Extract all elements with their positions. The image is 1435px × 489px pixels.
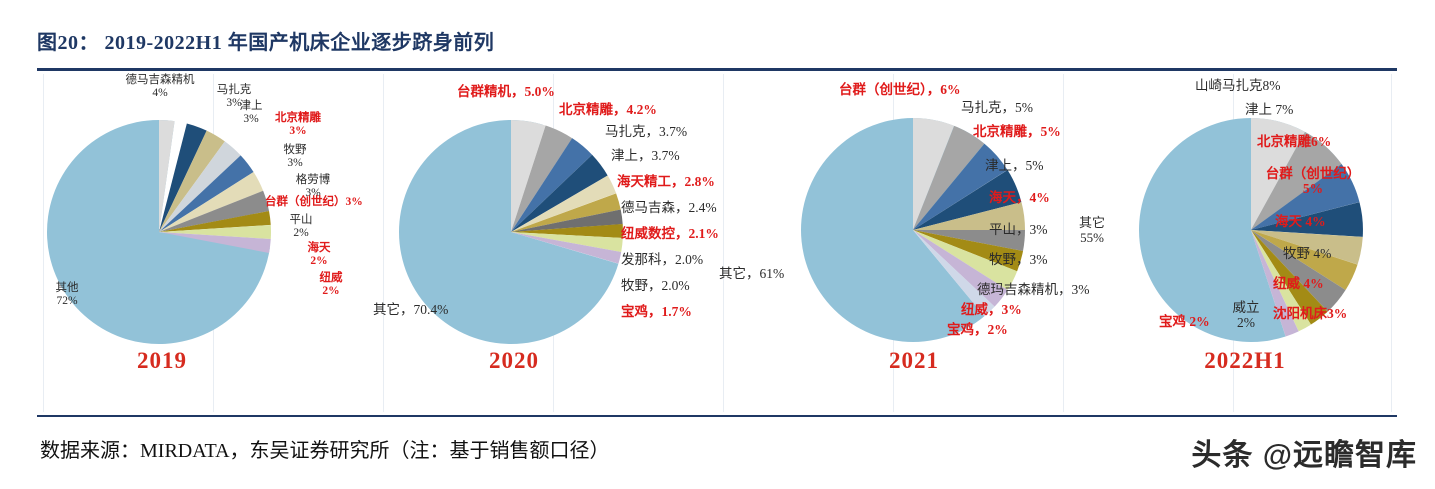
label-2020-fanuc: 发那科，2.0% xyxy=(621,252,704,267)
year-label-2020: 2020 xyxy=(489,348,539,373)
watermark-logo: 头条 @远瞻智库 xyxy=(1191,439,1417,472)
label-2021-other: 其它，61% xyxy=(719,266,785,281)
label-2020-mazak: 马扎克，3.7% xyxy=(605,124,688,139)
charts-container: 德马吉森精机 4% 马扎克 3% 津上 3% 北京精雕 3% 牧野 3% 格劳博… xyxy=(37,74,1397,412)
pie-svg-2020 xyxy=(399,120,623,344)
label-2019-mazak: 马扎克 3% xyxy=(216,84,252,109)
label-2019-grob: 格劳博 3% xyxy=(295,174,331,199)
label-2019-pingshan: 平山 2% xyxy=(289,214,313,239)
label-2020-taiqun: 台群精机，5.0% xyxy=(457,84,555,99)
label-2021-bjjd: 北京精雕，5% xyxy=(973,124,1061,139)
label-2019-neiwei: 纽威 2% xyxy=(319,272,343,297)
label-2022h1-weili: 威立 2% xyxy=(1232,300,1260,331)
pie-svg-2022h1 xyxy=(1139,118,1363,342)
label-2019-haitian: 海天 2% xyxy=(307,242,331,267)
label-2021-dmg: 德玛吉森精机，3% xyxy=(977,282,1090,297)
label-2019-other: 其他 72% xyxy=(55,282,79,307)
label-2020-bjjd: 北京精雕，4.2% xyxy=(559,102,657,117)
title-divider-top xyxy=(37,68,1397,71)
footer-divider xyxy=(37,415,1397,417)
label-2022h1-makino: 牧野 4% xyxy=(1283,246,1332,261)
label-2022h1-haitian: 海天 4% xyxy=(1275,214,1326,229)
pie-chart-2022h1 xyxy=(1139,108,1363,342)
label-2021-baoji: 宝鸡，2% xyxy=(947,322,1008,337)
source-note: 数据来源：MIRDATA，东吴证券研究所（注：基于销售额口径） xyxy=(40,440,610,462)
pie-chart-2019 xyxy=(47,110,271,344)
label-2021-neiwei: 纽威，3% xyxy=(961,302,1022,317)
label-2022h1-syjc: 沈阳机床3% xyxy=(1273,306,1348,321)
label-2020-baoji: 宝鸡，1.7% xyxy=(621,304,692,319)
label-2020-neiwei: 纽威数控，2.1% xyxy=(621,226,719,241)
label-2022h1-mazak: 山崎马扎克8% xyxy=(1195,78,1281,93)
label-2022h1-neiwei: 纽威 4% xyxy=(1273,276,1324,291)
label-2021-tsugami: 津上，5% xyxy=(985,158,1044,173)
year-label-2019: 2019 xyxy=(137,348,187,373)
label-2020-haitian: 海天精工，2.8% xyxy=(617,174,715,189)
label-2022h1-taiqun: 台群（创世纪） 5% xyxy=(1265,166,1361,197)
label-2019-dmg: 德马吉森精机 4% xyxy=(125,74,195,99)
pie-chart-2020 xyxy=(399,110,623,344)
label-2021-taiqun: 台群（创世纪），6% xyxy=(839,82,961,97)
pie-panel-2021: 台群（创世纪），6% 马扎克，5% 北京精雕，5% 津上，5% 海天，4% 平山… xyxy=(709,74,1090,412)
pie-svg-2019 xyxy=(47,120,271,344)
label-2020-tsugami: 津上，3.7% xyxy=(611,148,680,163)
label-2020-makino: 牧野，2.0% xyxy=(621,278,690,293)
pie-panel-2022h1: 山崎马扎克8% 津上 7% 北京精雕6% 台群（创世纪） 5% 海天 4% 牧野… xyxy=(1057,74,1397,412)
label-2019-bjjd: 北京精雕 3% xyxy=(275,112,321,137)
pie-svg-2021 xyxy=(801,117,1026,342)
label-2022h1-other: 其它 55% xyxy=(1078,215,1105,245)
label-2021-makino: 牧野，3% xyxy=(989,252,1048,267)
pie-panel-2019: 德马吉森精机 4% 马扎克 3% 津上 3% 北京精雕 3% 牧野 3% 格劳博… xyxy=(37,74,367,412)
label-2021-mazak: 马扎克，5% xyxy=(961,100,1033,115)
label-2020-dmg: 德马吉森，2.4% xyxy=(621,200,717,215)
label-2019-taiqun: 台群（创世纪）3% xyxy=(265,196,363,208)
page-title: 图20： 2019-2022H1 年国产机床企业逐步跻身前列 xyxy=(37,32,495,54)
label-2022h1-bjjd: 北京精雕6% xyxy=(1257,134,1332,149)
year-label-2022h1: 2022H1 xyxy=(1204,348,1286,373)
label-2021-pingshan: 平山，3% xyxy=(989,222,1048,237)
label-2022h1-baoji: 宝鸡 2% xyxy=(1159,314,1210,329)
label-2019-makino: 牧野 3% xyxy=(283,144,307,169)
year-label-2021: 2021 xyxy=(889,348,939,373)
label-2021-haitian: 海天，4% xyxy=(989,190,1050,205)
pie-chart-2021 xyxy=(801,108,1026,342)
figure-title-row: 图20： 2019-2022H1 年国产机床企业逐步跻身前列 xyxy=(37,26,1397,60)
label-2020-other: 其它，70.4% xyxy=(373,302,449,317)
label-2019-tsugami: 津上 3% xyxy=(239,100,263,125)
pie-panel-2020: 台群精机，5.0% 北京精雕，4.2% 马扎克，3.7% 津上，3.7% 海天精… xyxy=(355,74,725,412)
label-2022h1-tsugami: 津上 7% xyxy=(1245,102,1294,117)
